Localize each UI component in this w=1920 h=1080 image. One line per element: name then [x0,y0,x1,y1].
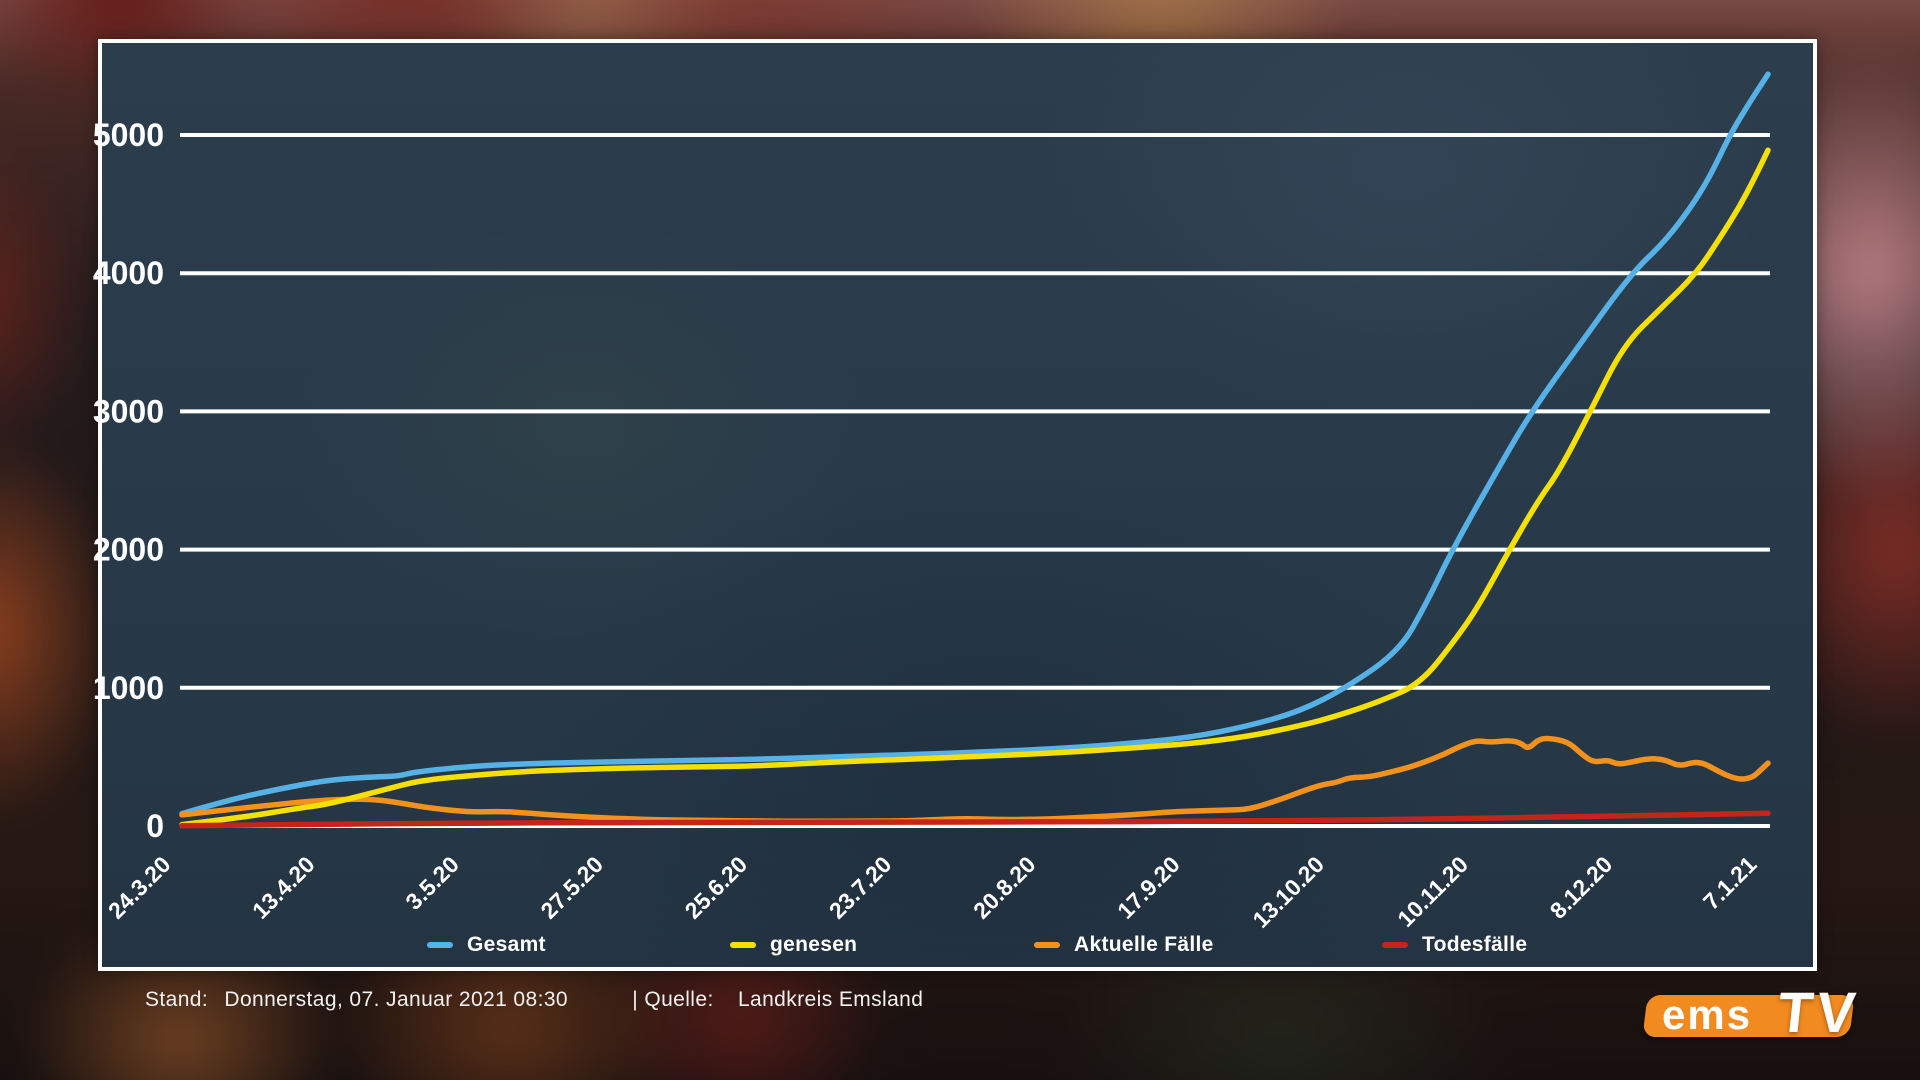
x-tick-label-8.12.20: 8.12.20 [1545,851,1618,924]
series-line-genesen [179,147,1771,828]
series-line-todesf-lle [179,810,1771,829]
stand-value: Donnerstag, 07. Januar 2021 08:30 [224,988,568,1011]
legend-item-gesamt: Gesamt [427,933,546,957]
x-tick-label-10.11.20: 10.11.20 [1392,851,1473,932]
legend-label: Todesfälle [1422,933,1528,956]
y-tick-label-4000: 4000 [93,255,164,291]
status-line: Stand: Donnerstag, 07. Januar 2021 08:30… [145,988,923,1012]
series-line-gesamt [179,71,1771,817]
y-tick-label-1000: 1000 [93,670,164,706]
x-tick-label-7.1.21: 7.1.21 [1698,851,1762,915]
legend-label: Aktuelle Fälle [1074,933,1214,956]
x-tick-label-20.8.20: 20.8.20 [968,851,1041,924]
series-line-aktuelle-f-lle [179,735,1771,825]
legend-item-aktuelle-f-lle: Aktuelle Fälle [1034,933,1214,957]
stand-label: Stand: [145,988,209,1011]
x-tick-label-13.10.20: 13.10.20 [1247,851,1329,933]
y-tick-label-5000: 5000 [93,117,164,153]
legend-dash-icon [730,942,756,948]
covid-line-chart: 0 1000 2000 3000 4000 5000 24.3.20 13.4.20 3.5.2… [93,71,1771,933]
x-tick-label-27.5.20: 27.5.20 [535,851,608,924]
quelle-label: | Quelle: [632,988,714,1011]
legend-item-genesen: genesen [730,933,857,957]
y-tick-label-2000: 2000 [93,532,164,568]
quelle-value: Landkreis Emsland [737,988,924,1011]
legend-dash-icon [1382,942,1408,948]
y-tick-label-3000: 3000 [93,393,164,429]
x-tick-label-17.9.20: 17.9.20 [1112,851,1185,924]
x-tick-label-3.5.20: 3.5.20 [400,851,464,915]
legend-label: genesen [770,933,858,956]
legend-item-todesf-lle: Todesfälle [1382,933,1527,957]
x-tick-label-25.6.20: 25.6.20 [680,851,753,924]
chart-panel: 0 1000 2000 3000 4000 5000 24.3.20 13.4.20 3.5.2… [93,39,1817,971]
x-tick-label-23.7.20: 23.7.20 [824,851,897,924]
ems-tv-logo-tv-text: TV [1774,981,1863,1045]
legend-dash-icon [1034,942,1060,948]
chart-legend: Gesamt genesen Aktuelle Fälle Todesfälle [102,933,1813,967]
ems-tv-logo: ems TV [1642,981,1875,1045]
legend-label: Gesamt [467,933,546,956]
x-tick-label-24.3.20: 24.3.20 [103,851,176,924]
legend-dash-icon [427,942,453,948]
y-tick-label-0: 0 [146,808,164,844]
ems-tv-logo-ems-text: ems [1662,991,1753,1038]
x-tick-label-13.4.20: 13.4.20 [247,851,320,924]
